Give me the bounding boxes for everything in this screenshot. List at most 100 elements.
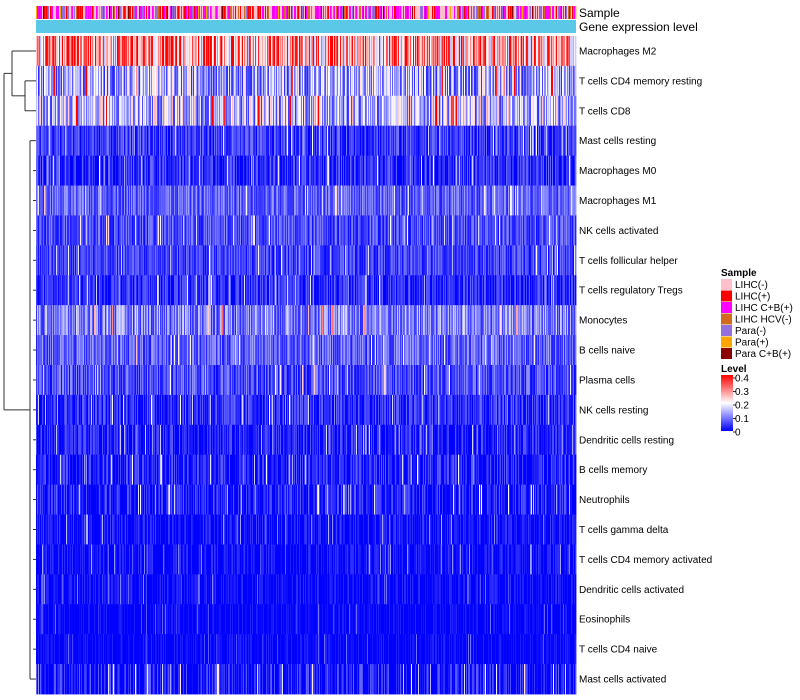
heatmap-cell <box>54 65 56 97</box>
sample-annotation-cell <box>364 6 366 19</box>
heatmap-cell <box>255 95 257 127</box>
heatmap-cell <box>441 125 443 157</box>
heatmap-cell <box>161 155 163 186</box>
heatmap-cell <box>341 125 343 157</box>
heatmap-cell <box>50 95 52 127</box>
heatmap-cell <box>394 95 396 127</box>
heatmap-cell <box>286 125 288 157</box>
sample-annotation-cell <box>389 6 391 19</box>
heatmap-cell <box>179 65 181 97</box>
heatmap-cell <box>469 65 471 97</box>
heatmap-cell <box>87 65 89 97</box>
heatmap-cell <box>237 125 239 157</box>
heatmap-cell <box>267 95 269 127</box>
sample-annotation-cell <box>394 6 396 19</box>
heatmap-cell <box>499 95 501 127</box>
heatmap-cell <box>564 36 566 67</box>
heatmap-cell <box>412 65 414 97</box>
heatmap-cell <box>561 36 563 67</box>
heatmap-cell <box>550 125 552 157</box>
heatmap-cell <box>368 125 370 157</box>
heatmap-cell <box>125 95 127 127</box>
heatmap-cell <box>156 155 158 186</box>
sample-annotation-cell <box>135 6 137 19</box>
heatmap-cell <box>384 95 386 127</box>
heatmap-cell <box>250 95 252 127</box>
heatmap-cell <box>316 65 318 97</box>
heatmap-cell <box>321 36 323 67</box>
heatmap-cell <box>395 65 397 97</box>
heatmap-cell <box>328 95 330 127</box>
heatmap-cell <box>361 65 363 97</box>
heatmap-cell <box>221 125 223 157</box>
heatmap-cell <box>196 95 198 127</box>
heatmap-cell <box>353 95 355 127</box>
sample-annotation-cell <box>77 6 79 19</box>
heatmap-cell <box>495 36 497 67</box>
heatmap-cell <box>523 125 525 157</box>
heatmap-cell <box>168 65 170 97</box>
heatmap-cell <box>98 125 100 157</box>
heatmap-cell <box>280 95 282 127</box>
heatmap-cell <box>66 95 68 127</box>
sample-annotation-cell <box>538 6 540 19</box>
sample-annotation-cell <box>290 6 292 19</box>
heatmap-cell <box>481 125 483 157</box>
heatmap-cell <box>498 125 500 157</box>
heatmap-cell <box>275 95 277 127</box>
sample-annotation-cell <box>334 6 336 19</box>
heatmap-cell <box>68 125 70 157</box>
heatmap-cell <box>537 36 539 67</box>
sample-annotation-cell <box>38 6 40 19</box>
heatmap-cell <box>135 95 137 127</box>
heatmap-cell <box>538 125 540 157</box>
heatmap-cell <box>162 125 164 157</box>
heatmap-cell <box>38 65 40 97</box>
heatmap-cell <box>103 95 105 127</box>
heatmap-cell <box>358 65 360 97</box>
heatmap-cell <box>41 155 43 186</box>
sample-annotation-cell <box>167 6 169 19</box>
heatmap-cell <box>472 125 474 157</box>
sample-annotation-cell <box>365 6 367 19</box>
heatmap-cell <box>230 36 232 67</box>
heatmap-cell <box>264 125 266 157</box>
heatmap-cell <box>126 155 128 186</box>
heatmap-cells <box>36 36 577 695</box>
heatmap-cell <box>375 65 377 97</box>
heatmap-cell <box>296 95 298 127</box>
heatmap-cell <box>426 125 428 157</box>
heatmap-cell <box>178 125 180 157</box>
heatmap-cell <box>253 125 255 157</box>
heatmap-cell <box>238 36 240 67</box>
heatmap-cell <box>131 65 133 97</box>
heatmap-cell <box>153 36 155 67</box>
heatmap-cell <box>85 95 87 127</box>
sample-annotation-cell <box>514 6 516 19</box>
heatmap-cell <box>378 125 380 157</box>
heatmap-cell <box>171 155 173 186</box>
heatmap-cell <box>308 95 310 127</box>
heatmap-cell <box>431 125 433 157</box>
sample-annotation-cell <box>462 6 464 19</box>
heatmap-cell <box>410 95 412 127</box>
heatmap-cell <box>72 36 74 67</box>
heatmap-cell <box>516 95 518 127</box>
heatmap-cell <box>285 65 287 97</box>
heatmap-cell <box>337 36 339 67</box>
sample-annotation-cell <box>339 6 341 19</box>
heatmap-cell <box>542 65 544 97</box>
heatmap-cell <box>448 65 450 97</box>
heatmap-cell <box>330 95 332 127</box>
heatmap-cell <box>493 95 495 127</box>
heatmap-cell <box>277 125 279 157</box>
heatmap-cell <box>551 65 553 97</box>
heatmap-cell <box>250 65 252 97</box>
heatmap-cell <box>174 125 176 157</box>
heatmap-cell <box>560 125 562 157</box>
heatmap-cell <box>244 36 246 67</box>
sample-annotation-cell <box>87 6 89 19</box>
heatmap-cell <box>111 95 113 127</box>
heatmap-cell <box>181 65 183 97</box>
heatmap-cell <box>405 36 407 67</box>
